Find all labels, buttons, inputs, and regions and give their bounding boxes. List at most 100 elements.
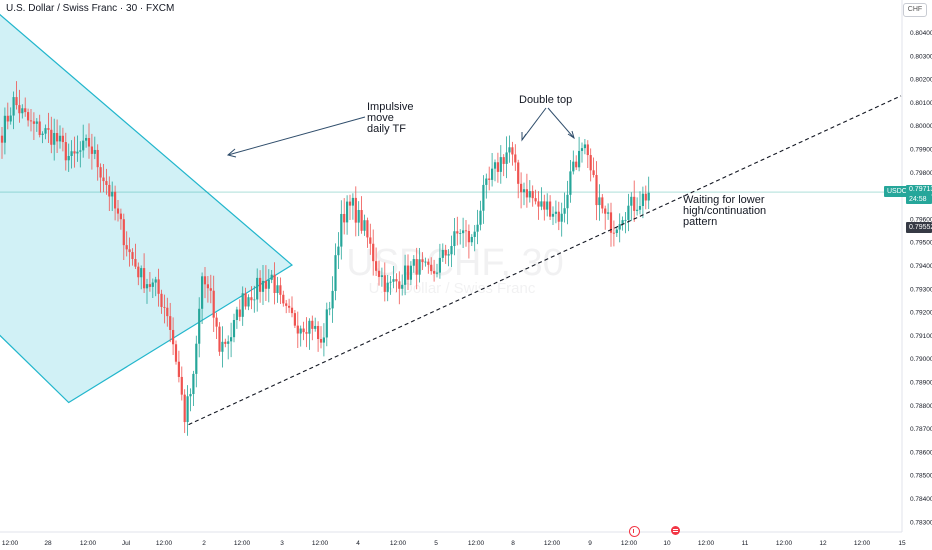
candle-body: [633, 197, 635, 211]
y-tick-label: 0.80200: [910, 77, 932, 84]
candle-body: [146, 284, 148, 288]
candle-body: [337, 247, 339, 256]
candle-body: [332, 291, 334, 308]
y-tick-label: 0.78600: [910, 449, 932, 456]
candle-body: [445, 250, 447, 255]
candle-body: [123, 219, 125, 245]
y-tick-label: 0.78800: [910, 403, 932, 410]
candle-body: [7, 116, 9, 122]
candle-body: [627, 206, 629, 220]
x-tick-label: 2: [202, 540, 206, 547]
candle-body: [575, 162, 577, 168]
candle-body: [616, 230, 618, 233]
candle-body: [195, 344, 197, 374]
candle-body: [488, 179, 490, 180]
y-tick-label: 0.79900: [910, 147, 932, 154]
candle-body: [326, 309, 328, 337]
candle-body: [517, 162, 519, 183]
candle-body: [323, 337, 325, 342]
candle-body: [221, 342, 223, 352]
candle-body: [291, 308, 293, 313]
candle-body: [268, 280, 270, 289]
candle-body: [523, 189, 525, 192]
candle-body: [526, 189, 528, 197]
x-tick-label: 15: [898, 540, 906, 547]
candle-body: [114, 192, 116, 209]
candle-body: [94, 150, 96, 154]
candle-body: [39, 121, 41, 135]
candle-body: [91, 147, 93, 154]
candle-body: [398, 281, 400, 288]
candle-body: [619, 224, 621, 229]
candle-body: [192, 374, 194, 394]
candle-body: [648, 193, 650, 201]
candle-body: [636, 210, 638, 211]
impulse-arrow: [228, 117, 365, 155]
candle-body: [50, 130, 52, 145]
x-tick-label: 12:00: [80, 540, 97, 547]
flag-icon[interactable]: [629, 526, 640, 537]
candle-body: [213, 291, 215, 318]
candle-body: [430, 265, 432, 271]
candle-body: [511, 147, 513, 154]
candle-body: [514, 154, 516, 162]
candle-body: [535, 198, 537, 201]
candle-body: [358, 210, 360, 223]
candle-body: [387, 283, 389, 292]
candle-body: [311, 321, 313, 329]
candle-body: [549, 201, 551, 216]
candle-body: [82, 141, 84, 151]
candle-body: [166, 308, 168, 316]
candle-body: [300, 329, 302, 334]
candle-body: [581, 148, 583, 151]
candle-body: [227, 341, 229, 343]
candle-body: [453, 231, 455, 246]
candle-body: [105, 181, 107, 185]
candle-body: [529, 191, 531, 197]
currency-selector[interactable]: CHF: [903, 3, 927, 17]
candle-body: [71, 151, 73, 156]
y-tick-label: 0.80100: [910, 100, 932, 107]
candle-body: [285, 303, 287, 305]
double-top-label: Double top: [519, 94, 572, 106]
candle-body: [564, 208, 566, 214]
candle-body: [508, 147, 510, 152]
x-tick-label: 28: [44, 540, 52, 547]
candle-body: [340, 214, 342, 247]
candle-body: [143, 268, 145, 288]
candle-body: [178, 362, 180, 377]
candle-body: [189, 394, 191, 396]
y-tick-label: 0.78900: [910, 380, 932, 387]
candle-body: [1, 136, 3, 143]
candle-body: [381, 275, 383, 277]
candle-body: [239, 310, 241, 317]
candle-body: [79, 150, 81, 151]
calendar-icon[interactable]: [671, 526, 680, 535]
candle-body: [468, 231, 470, 242]
candle-body: [233, 320, 235, 337]
candle-body: [230, 337, 232, 341]
candle-body: [288, 306, 290, 308]
candle-body: [601, 197, 603, 208]
candle-body: [572, 162, 574, 172]
candle-body: [407, 266, 409, 280]
candle-body: [218, 327, 220, 352]
candle-body: [236, 310, 238, 320]
candle-body: [137, 267, 139, 278]
candle-body: [100, 167, 102, 177]
candle-body: [33, 121, 35, 123]
candle-body: [181, 377, 183, 395]
candle-body: [450, 246, 452, 254]
x-tick-label: 11: [742, 540, 749, 547]
candle-body: [604, 209, 606, 214]
candle-body: [160, 294, 162, 307]
x-tick-label: 4: [356, 540, 360, 547]
x-tick-label: 3: [280, 540, 284, 547]
candle-body: [108, 185, 110, 197]
y-tick-label: 0.80000: [910, 123, 932, 130]
candle-body: [520, 184, 522, 193]
candle-body: [245, 293, 247, 306]
candle-body: [456, 231, 458, 233]
x-tick-label: 12:00: [544, 540, 561, 547]
